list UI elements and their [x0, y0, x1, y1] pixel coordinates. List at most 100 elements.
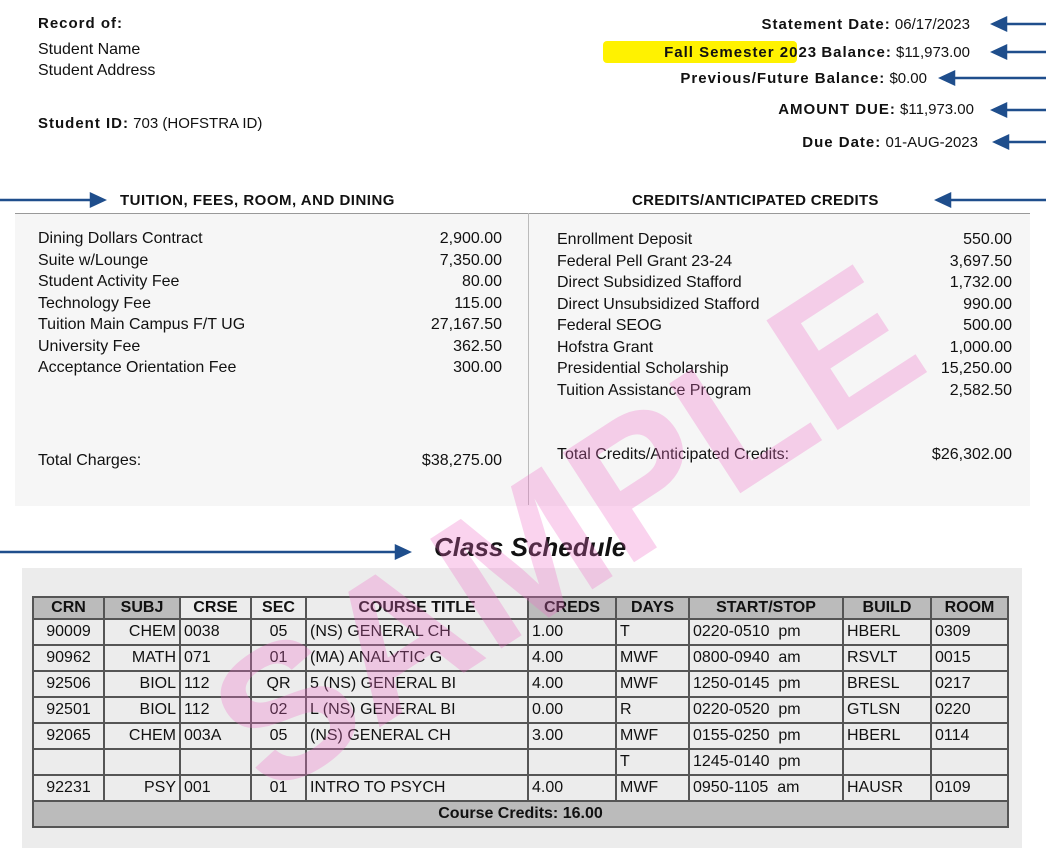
item-amount: 115.00: [454, 294, 502, 312]
cell: 003A: [179, 722, 252, 750]
line-item: Hofstra Grant 1,000.00: [557, 337, 1012, 359]
cell: 05: [250, 722, 307, 750]
item-amount: 3,697.50: [949, 252, 1012, 270]
cell: L (NS) GENERAL BI: [305, 696, 529, 724]
label: Previous/Future Balance:: [680, 70, 886, 87]
line-item: Suite w/Lounge 7,350.00: [38, 250, 502, 272]
record-of: Record of:: [38, 15, 123, 32]
value: 01-AUG-2023: [885, 134, 978, 151]
credits-list: Enrollment Deposit 550.00 Federal Pell Gra…: [557, 229, 1012, 401]
cell: (MA) ANALYTIC G: [305, 644, 529, 672]
cell: 112: [179, 696, 252, 724]
cell: 92231: [32, 774, 105, 802]
cell: 0220: [930, 696, 1009, 724]
cell: 90962: [32, 644, 105, 672]
cell: CHEM: [103, 618, 181, 646]
class-row: 92506 BIOL 112 QR 5 (NS) GENERAL BI 4.00 MWF 12…: [32, 670, 1009, 698]
cell: RSVLT: [842, 644, 932, 672]
total-charges: $38,275.00: [421, 452, 502, 469]
line-item: Dining Dollars Contract 2,900.00: [38, 228, 502, 250]
cell: 0309: [930, 618, 1009, 646]
class-row: 90962 MATH 071 01 (MA) ANALYTIC G 4.00 MWF 0800…: [32, 644, 1009, 672]
label: Student ID:: [38, 115, 129, 132]
label: Balance:: [821, 44, 892, 61]
cell: 05: [250, 618, 307, 646]
item-label: Dining Dollars Contract: [38, 230, 203, 247]
column-header: BUILD: [842, 596, 932, 620]
cell: 0950-1105 am: [688, 774, 844, 802]
item-amount: 15,250.00: [940, 360, 1012, 377]
cell: 4.00: [527, 774, 617, 802]
total-charges-label: Total Charges:: [38, 452, 142, 469]
item-amount: 300.00: [453, 359, 502, 376]
item-amount: 7,350.00: [439, 251, 502, 269]
cell: 4.00: [527, 670, 617, 698]
due-date: Due Date: 01-AUG-2023: [802, 134, 978, 151]
cell: BIOL: [103, 670, 181, 698]
class-row: 92065 CHEM 003A 05 (NS) GENERAL CH 3.00 MWF 015…: [32, 722, 1009, 750]
line-item: Direct Subsidized Stafford 1,732.00: [557, 272, 1012, 294]
item-amount: 27,167.50: [430, 316, 502, 333]
item-label: Tuition Assistance Program: [557, 381, 752, 399]
item-label: Federal Pell Grant 23-24: [557, 252, 733, 270]
item-amount: 80.00: [461, 273, 502, 290]
item-label: Tuition Main Campus F/T UG: [38, 316, 246, 333]
value: $11,973.00: [900, 101, 974, 118]
item-label: Suite w/Lounge: [38, 251, 149, 269]
item-amount: 550.00: [963, 231, 1012, 248]
class-row: 92501 BIOL 112 02 L (NS) GENERAL BI 0.00 R 0220…: [32, 696, 1009, 724]
class-row: 92231 PSY 001 01 INTRO TO PSYCH 4.00 MWF 0950-1…: [32, 774, 1009, 802]
line-item: Technology Fee 115.00: [38, 293, 502, 315]
cell: HBERL: [842, 618, 932, 646]
item-label: Student Activity Fee: [38, 273, 180, 290]
column-header: SEC: [250, 596, 307, 620]
class-row: T 1245-0140 pm: [32, 748, 1009, 776]
schedule-table: CRN SUBJ CRSE SEC COURSE TITLE CREDS DAYS START…: [32, 596, 1009, 828]
line-item: Federal Pell Grant 23-24 3,697.50: [557, 251, 1012, 273]
item-amount: 1,000.00: [949, 338, 1012, 356]
charges-box: [15, 213, 1030, 506]
student-id: Student ID: 703 (HOFSTRA ID): [38, 115, 262, 132]
cell: 90009: [32, 618, 105, 646]
item-label: Federal SEOG: [557, 317, 662, 334]
label: Statement Date:: [761, 16, 891, 33]
cell: 4.00: [527, 644, 617, 672]
item-label: Direct Unsubsidized Stafford: [557, 295, 760, 313]
cell: T: [615, 748, 690, 776]
cell: MWF: [615, 644, 690, 672]
balance: Fall Semester 2023 Balance: $11,973.00: [664, 44, 970, 61]
cell: (NS) GENERAL CH: [305, 722, 529, 750]
cell: CHEM: [103, 722, 181, 750]
cell: BIOL: [103, 696, 181, 724]
cell: 92506: [32, 670, 105, 698]
item-label: Acceptance Orientation Fee: [38, 359, 237, 376]
footer-row: Course Credits: 16.00: [32, 800, 1009, 828]
cell: 02: [250, 696, 307, 724]
label: AMOUNT DUE:: [778, 101, 896, 118]
cell: 0217: [930, 670, 1009, 698]
column-header: DAYS: [615, 596, 690, 620]
cell: [179, 748, 252, 776]
cell: 0800-0940 am: [688, 644, 844, 672]
line-item: Direct Unsubsidized Stafford 990.00: [557, 294, 1012, 316]
cell: [527, 748, 617, 776]
cell: 0114: [930, 722, 1009, 750]
cell: MWF: [615, 722, 690, 750]
label: Due Date:: [802, 134, 882, 151]
item-amount: 362.50: [453, 337, 502, 355]
cell: 3.00: [527, 722, 617, 750]
previous-balance: Previous/Future Balance: $0.00: [680, 70, 927, 87]
column-header: CREDS: [527, 596, 617, 620]
value: 703 (HOFSTRA ID): [133, 115, 263, 132]
header-row: CRN SUBJ CRSE SEC COURSE TITLE CREDS DAYS START…: [32, 596, 1009, 620]
student-address: Student Address: [38, 62, 156, 79]
item-label: Technology Fee: [38, 294, 151, 312]
item-label: Hofstra Grant: [557, 338, 654, 356]
semester: Fall Semester 2023: [664, 44, 818, 61]
cell: 0155-0250 pm: [688, 722, 844, 750]
value: $0.00: [889, 70, 927, 87]
class-row: 90009 CHEM 0038 05 (NS) GENERAL CH 1.00 T 0220-…: [32, 618, 1009, 646]
item-label: Direct Subsidized Stafford: [557, 274, 742, 291]
